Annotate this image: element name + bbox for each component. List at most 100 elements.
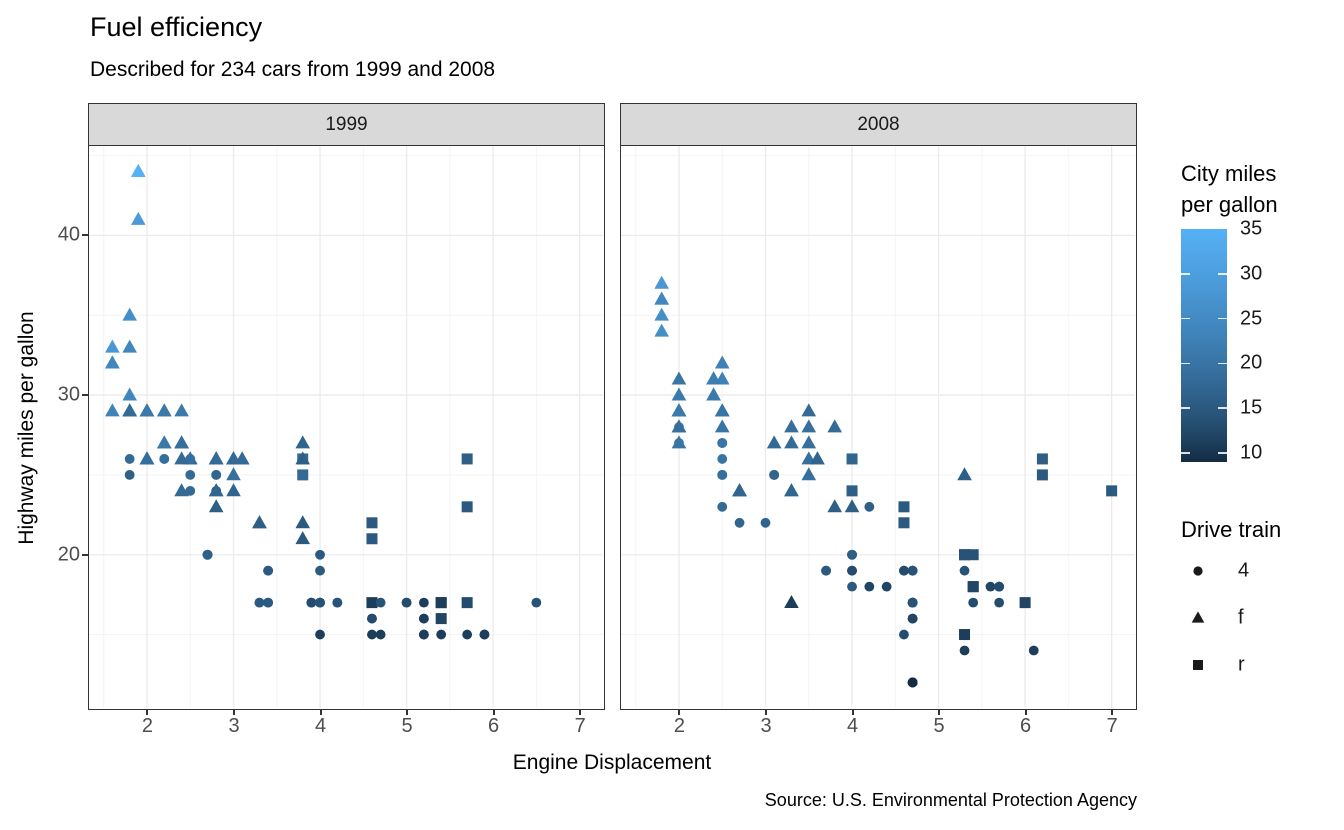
- data-point: [827, 418, 843, 432]
- colorbar-tick-mark: [1181, 273, 1190, 275]
- data-point: [418, 597, 429, 608]
- data-point: [714, 355, 730, 369]
- colorbar-tick-label: 20: [1240, 351, 1263, 374]
- panel-1999: [88, 144, 605, 710]
- data-point: [315, 629, 325, 639]
- data-point: [211, 469, 222, 480]
- data-point: [846, 484, 858, 496]
- data-point: [898, 516, 910, 528]
- colorbar-tick-label: 35: [1240, 217, 1263, 240]
- square-key-icon: [1193, 660, 1203, 670]
- data-point: [899, 565, 909, 576]
- data-point: [435, 612, 447, 624]
- data-point: [263, 565, 274, 576]
- data-point: [821, 565, 831, 576]
- colorbar-tick-mark: [1218, 317, 1227, 320]
- data-point: [479, 629, 490, 639]
- data-point: [124, 453, 135, 464]
- data-point: [766, 434, 782, 448]
- x-tick-label: 4: [314, 715, 327, 737]
- data-point: [717, 469, 728, 480]
- data-point: [717, 501, 728, 512]
- data-point: [226, 466, 241, 480]
- y-tick-mark: [82, 553, 88, 556]
- data-point: [208, 482, 224, 496]
- shape-legend-label: r: [1238, 653, 1245, 676]
- data-point: [124, 469, 135, 480]
- shape-legend-label: 4: [1238, 559, 1250, 582]
- data-point: [846, 452, 858, 464]
- x-tick-mark: [765, 709, 767, 715]
- data-point: [654, 323, 669, 337]
- colorbar-tick-mark: [1181, 407, 1190, 410]
- data-point: [994, 597, 1005, 608]
- data-point: [671, 402, 687, 416]
- data-point: [254, 597, 265, 608]
- data-point: [769, 469, 780, 480]
- data-point: [185, 485, 196, 496]
- data-point: [1106, 484, 1118, 496]
- data-point: [1028, 645, 1039, 655]
- x-tick-label: 5: [401, 715, 413, 737]
- data-point: [827, 498, 843, 512]
- data-point: [784, 482, 799, 496]
- x-tick-mark: [319, 709, 322, 715]
- data-point: [418, 613, 429, 623]
- data-point: [375, 629, 386, 639]
- data-point: [844, 498, 860, 512]
- data-point: [899, 629, 909, 639]
- data-point: [847, 549, 857, 560]
- scatter-canvas-1999: [89, 145, 603, 708]
- data-point: [295, 450, 311, 464]
- data-point: [375, 597, 386, 608]
- x-tick-label: 7: [574, 715, 586, 737]
- data-point: [208, 450, 224, 464]
- circle-key-icon: [1193, 566, 1203, 576]
- data-point: [985, 581, 996, 592]
- data-point: [881, 581, 892, 592]
- x-tick-mark: [938, 709, 941, 715]
- data-point: [226, 450, 241, 464]
- colorbar-tick-mark: [1218, 273, 1227, 275]
- colorbar-tick-mark: [1218, 407, 1227, 410]
- data-point: [717, 437, 728, 448]
- data-point: [159, 453, 170, 464]
- data-point: [105, 355, 120, 369]
- source-caption: Source: U.S. Environmental Protection Ag…: [764, 790, 1137, 810]
- data-point: [105, 402, 120, 416]
- data-point: [208, 498, 224, 512]
- data-point: [654, 307, 669, 321]
- data-point: [864, 581, 875, 592]
- data-point: [864, 501, 875, 512]
- data-point: [226, 482, 241, 496]
- data-point: [671, 434, 687, 448]
- data-point: [734, 517, 745, 528]
- y-axis-title: Highway miles per gallon: [15, 311, 38, 545]
- data-point: [784, 434, 799, 448]
- data-point: [461, 596, 473, 608]
- data-point: [461, 500, 473, 512]
- y-tick-label: 20: [57, 543, 80, 566]
- x-tick-label: 6: [1020, 715, 1032, 737]
- data-point: [366, 532, 378, 544]
- shape-legend-label: f: [1238, 606, 1244, 629]
- data-point: [436, 629, 447, 639]
- y-tick-label: 40: [57, 223, 80, 246]
- data-point: [315, 597, 325, 608]
- data-point: [174, 482, 189, 496]
- x-tick-mark: [492, 709, 495, 715]
- y-tick-mark: [82, 394, 88, 397]
- data-point: [366, 596, 378, 608]
- data-point: [898, 500, 910, 512]
- x-tick-label: 2: [673, 715, 686, 737]
- data-point: [967, 580, 979, 592]
- data-point: [315, 565, 325, 576]
- data-point: [968, 597, 979, 608]
- data-point: [185, 453, 196, 464]
- data-point: [706, 371, 721, 385]
- colorbar-tick-mark: [1218, 452, 1227, 454]
- data-point: [366, 516, 378, 528]
- data-point: [297, 468, 309, 480]
- data-point: [156, 402, 172, 416]
